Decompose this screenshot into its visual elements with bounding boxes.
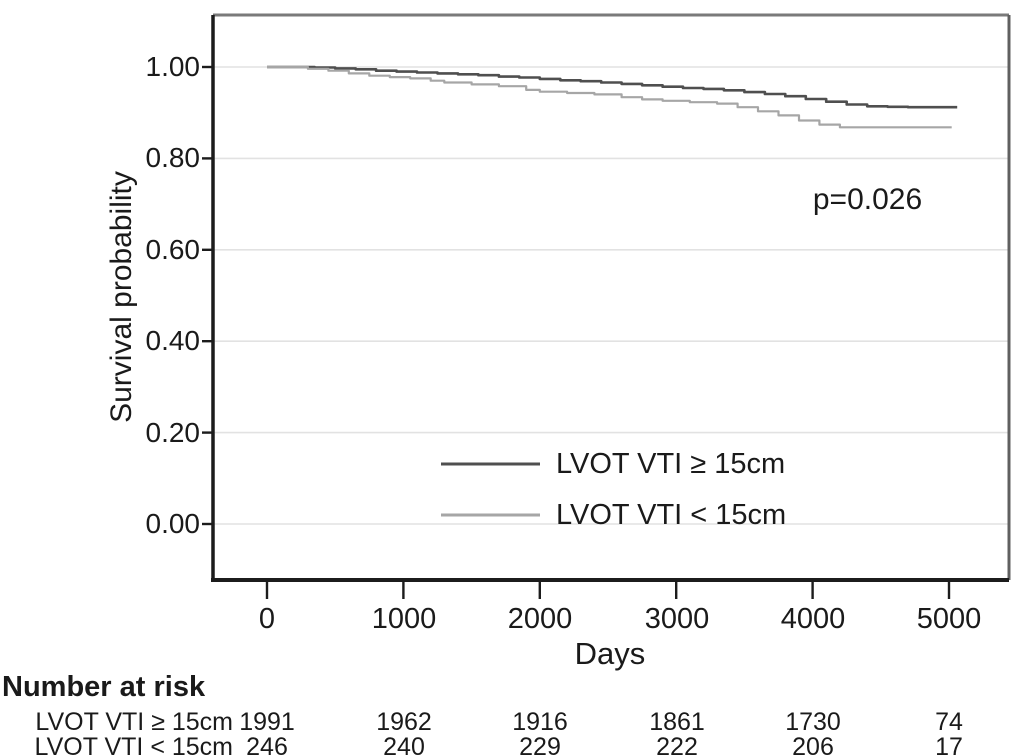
risk-table-title: Number at risk <box>2 671 206 703</box>
risk-value: 17 <box>935 733 963 756</box>
survival-curves <box>267 65 958 129</box>
legend-line-samples <box>441 462 540 517</box>
x-tick-label-5000: 5000 <box>916 603 982 635</box>
y-axis-title: Survival probability <box>105 171 138 423</box>
legend-label-lvot-vti-ge-15cm: LVOT VTI ≥ 15cm <box>556 448 786 480</box>
gridlines <box>213 66 1009 525</box>
risk-value: 240 <box>383 733 425 756</box>
p-value-annotation: p=0.026 <box>812 183 923 216</box>
x-tick-label-2000: 2000 <box>507 603 573 635</box>
risk-value: 1730 <box>785 708 841 736</box>
risk-value: 246 <box>246 733 288 756</box>
plot-frame-and-ticks <box>202 13 1011 599</box>
x-tick-label-1000: 1000 <box>371 603 437 635</box>
y-tick-label-0.00: 0.00 <box>145 508 201 539</box>
risk-value: 1991 <box>239 708 295 736</box>
risk-value: 1916 <box>512 708 568 736</box>
x-tick-label-4000: 4000 <box>780 603 846 635</box>
x-tick-label-3000: 3000 <box>644 603 710 635</box>
risk-value: 74 <box>935 708 963 736</box>
risk-row-label-lt-15cm: LVOT VTI < 15cm <box>34 733 233 756</box>
x-tick-label-0: 0 <box>258 603 276 635</box>
curve-lvot-vti-lt-15cm <box>267 65 952 129</box>
risk-value: 222 <box>656 733 698 756</box>
y-tick-label-0.80: 0.80 <box>145 142 201 173</box>
y-tick-label-0.60: 0.60 <box>145 234 201 265</box>
risk-row-label-ge-15cm: LVOT VTI ≥ 15cm <box>35 708 233 736</box>
risk-value: 229 <box>519 733 561 756</box>
risk-value: 1962 <box>376 708 432 736</box>
x-axis-title: Days <box>574 636 646 671</box>
legend-label-lvot-vti-lt-15cm: LVOT VTI < 15cm <box>556 499 787 531</box>
y-tick-label-1.00: 1.00 <box>145 51 201 82</box>
risk-value: 206 <box>792 733 834 756</box>
curve-lvot-vti-ge-15cm <box>267 65 958 109</box>
y-tick-label-0.20: 0.20 <box>145 417 201 448</box>
y-tick-label-0.40: 0.40 <box>145 325 201 356</box>
risk-value: 1861 <box>649 708 705 736</box>
